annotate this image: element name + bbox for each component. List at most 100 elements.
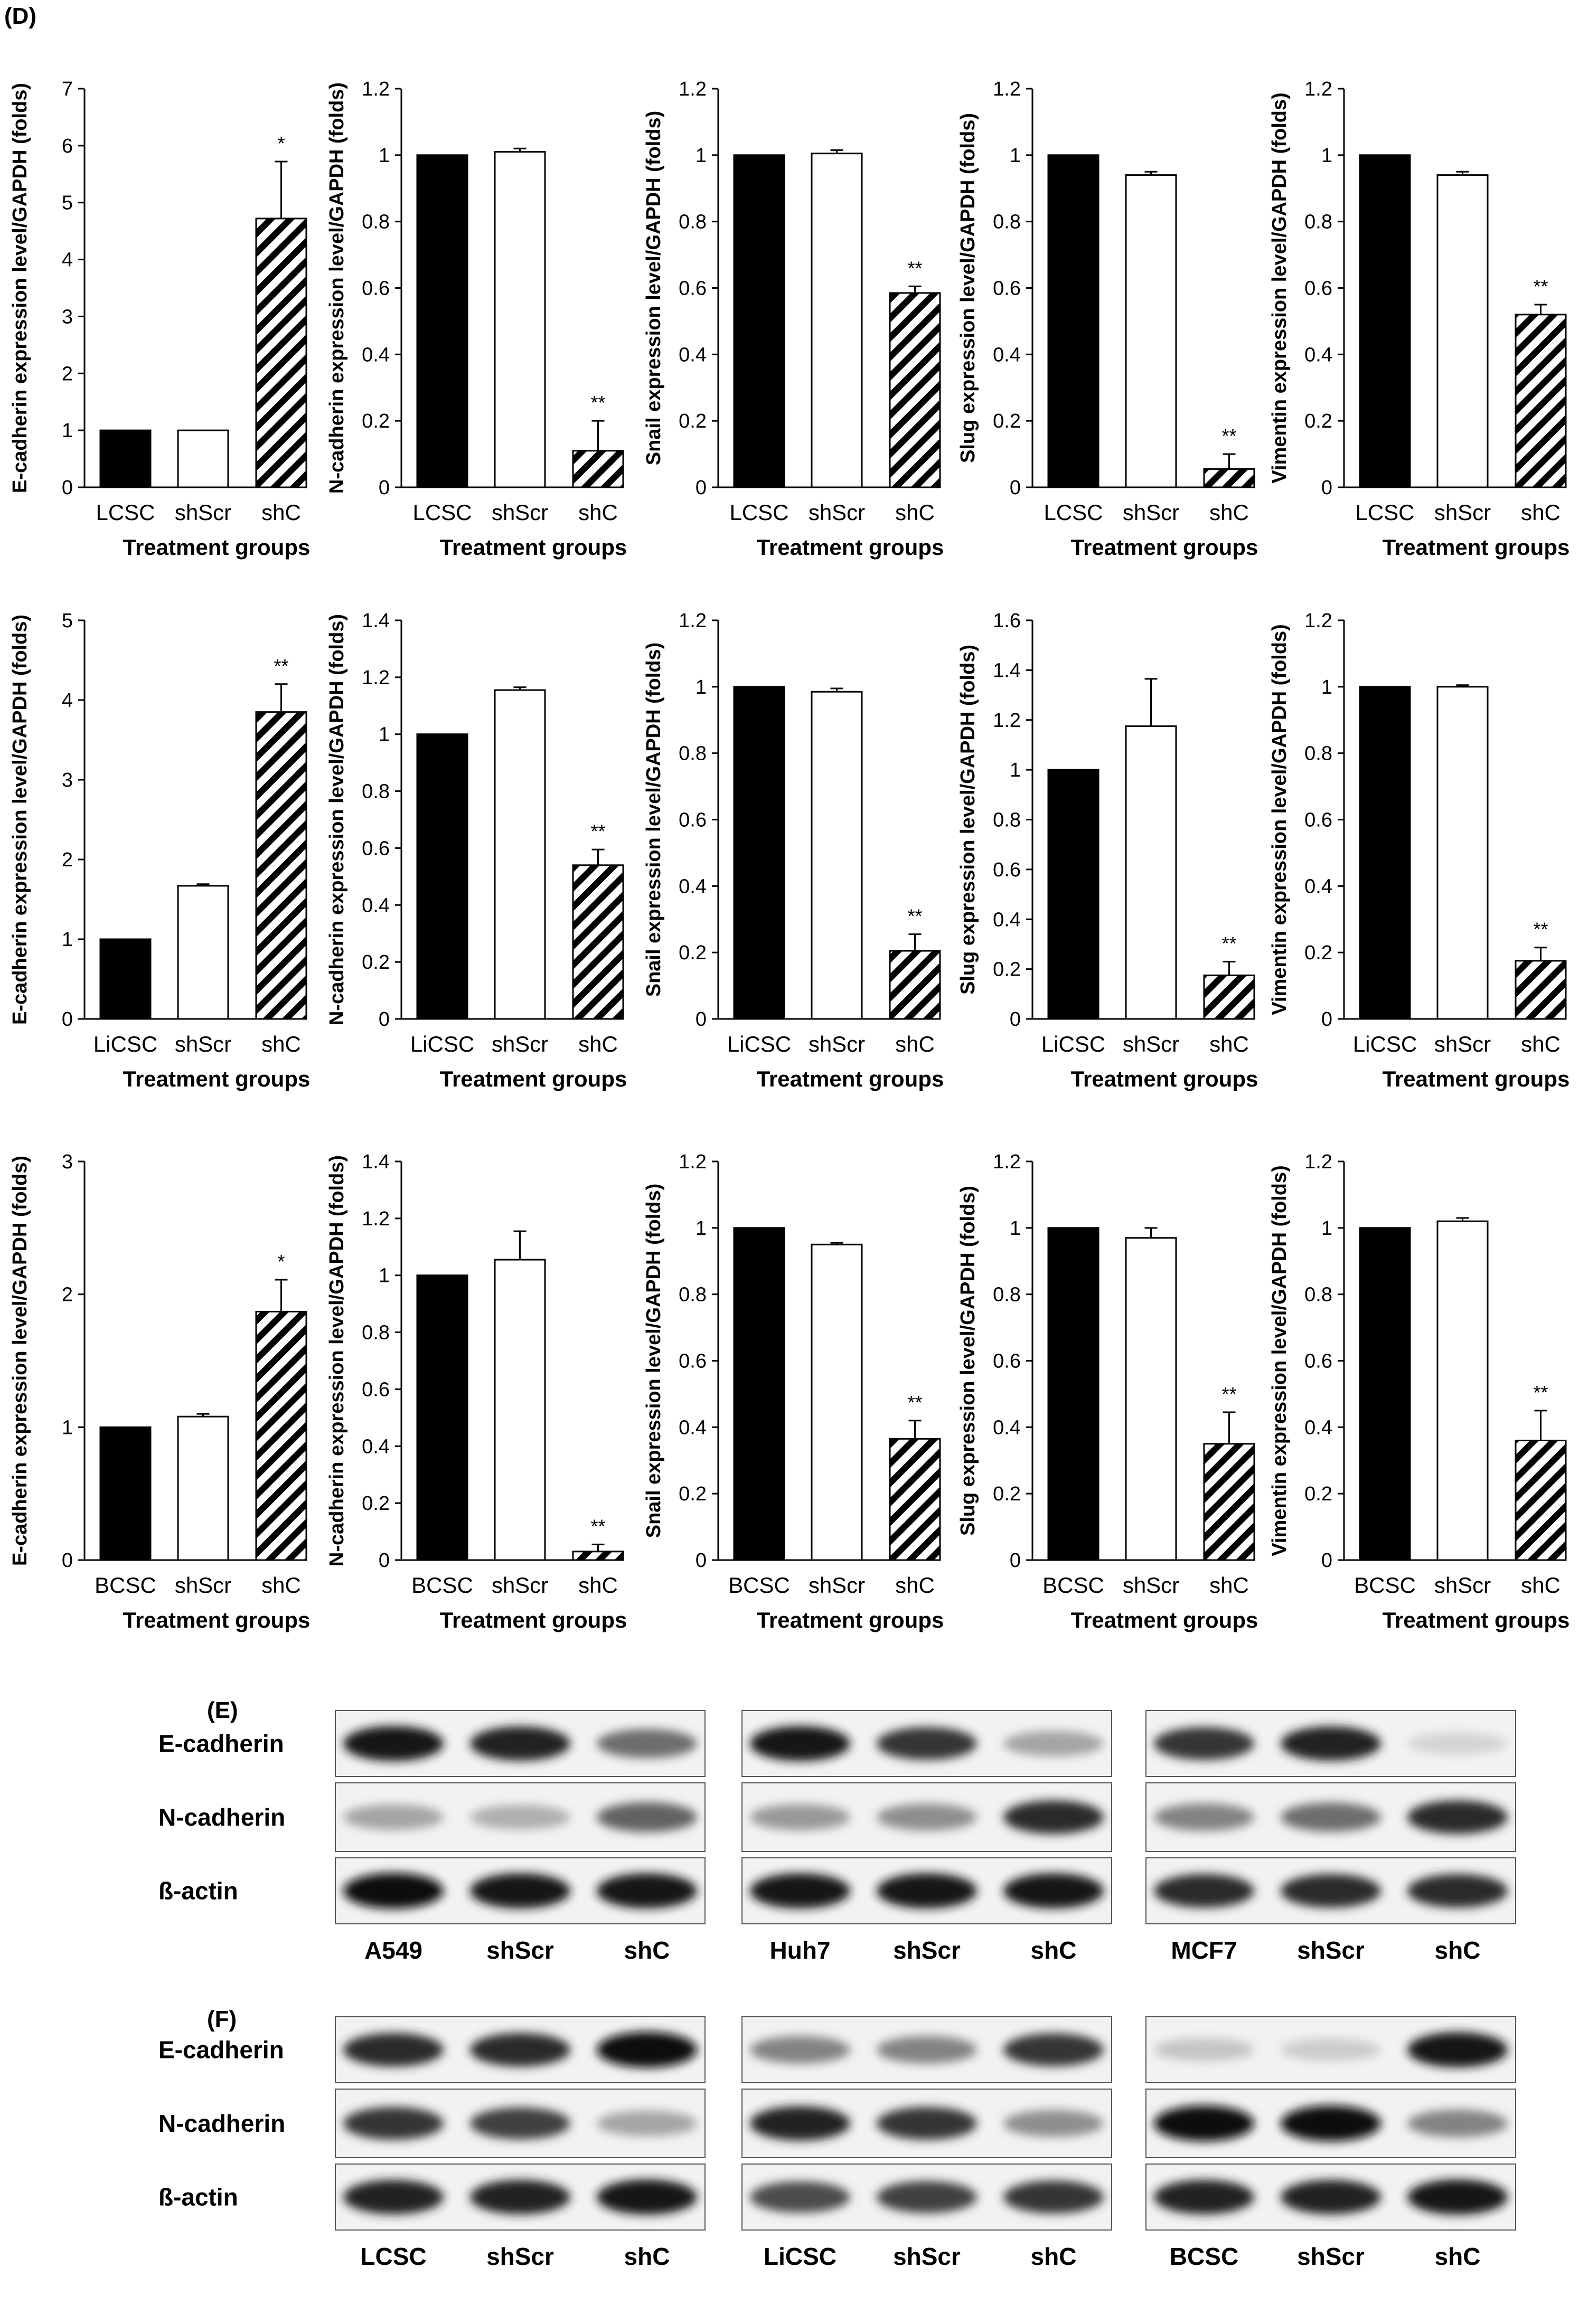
y-tick-label: 0.4: [993, 344, 1021, 366]
y-tick-label: 0.8: [1304, 211, 1332, 233]
x-axis-title: Treatment groups: [440, 1608, 627, 1632]
y-axis-title: Vimentin expression level/GAPDH (folds): [1268, 624, 1291, 1015]
y-tick-label: 1.4: [362, 610, 390, 632]
blot-row-label: N-cadherin: [158, 2110, 285, 2137]
blot-group-3: MCF7 shScr shC: [1145, 1710, 1516, 1964]
x-axis-title: Treatment groups: [440, 1066, 627, 1091]
blot-lane-label: shC: [1031, 2243, 1077, 2270]
category-label: shC: [1521, 1032, 1561, 1056]
category-label: LCSC: [1044, 500, 1103, 525]
bar-charts-grid: 0 1 2 3 4 5 6 7 LCSC shScr * shC Treatment groups E-c…: [9, 78, 1570, 1632]
bar-shscr: [177, 429, 229, 488]
bar-shscr: [811, 691, 863, 1020]
blot-band: [1281, 2179, 1381, 2215]
chart-1-1: 0 1 2 3 4 5 6 7 LCSC shScr * shC Treatment groups E-c…: [9, 78, 310, 560]
y-tick-label: 4: [62, 689, 73, 712]
blot-band: [1407, 2179, 1508, 2215]
blot-band: [343, 1873, 444, 1909]
bar-shscr: [494, 151, 546, 488]
chart-1-4: 0 0.2 0.4 0.6 0.8 1 1.2 LCSC shScr ** shC Treatment…: [957, 78, 1258, 560]
y-tick-label: 0: [695, 1008, 707, 1031]
chart-3-4: 0 0.2 0.4 0.6 0.8 1 1.2 BCSC shScr ** shC Treatment…: [957, 1151, 1258, 1632]
blot-band: [877, 2036, 977, 2064]
y-tick-label: 1: [695, 145, 707, 167]
y-tick-label: 0.4: [993, 1416, 1021, 1439]
category-label: shScr: [175, 500, 231, 525]
blot-band: [1407, 1874, 1508, 1908]
category-label: shScr: [1434, 500, 1491, 525]
bar-shscr: [1125, 174, 1177, 488]
y-tick-label: 0.2: [362, 410, 390, 432]
blot-band: [1154, 1727, 1254, 1760]
bar-shc: [572, 450, 624, 488]
y-tick-label: 0: [1321, 477, 1332, 499]
panel-e-label: (E): [207, 1697, 238, 1723]
y-tick-label: 1.2: [362, 78, 390, 100]
bar-shscr: [1125, 1237, 1177, 1561]
chart-3-2: 0 0.2 0.4 0.6 0.8 1 1.2 1.4 BCSC shScr ** shC Treatm…: [326, 1151, 627, 1632]
y-tick-label: 0.2: [679, 942, 707, 964]
category-label: shScr: [175, 1573, 231, 1598]
bar-licsc: [1359, 686, 1411, 1020]
category-label: shScr: [1434, 1032, 1491, 1056]
blot-band: [343, 1726, 444, 1761]
y-tick-label: 1: [1321, 676, 1332, 698]
blot-band: [597, 2110, 697, 2137]
y-tick-label: 0: [1010, 1550, 1021, 1572]
significance-marker: **: [590, 1515, 605, 1537]
blot-lane-label: LiCSC: [764, 2243, 837, 2270]
bar-shc: [1203, 974, 1255, 1020]
y-axis-title: Vimentin expression level/GAPDH (folds): [1268, 92, 1291, 483]
blot-band: [1154, 2105, 1254, 2141]
x-axis-title: Treatment groups: [1071, 535, 1258, 560]
y-tick-label: 0: [62, 1008, 73, 1031]
y-tick-label: 0: [379, 477, 390, 499]
bar-licsc: [99, 938, 152, 1020]
blot-band: [877, 2181, 977, 2213]
y-tick-label: 0.4: [1304, 344, 1332, 366]
blot-band: [750, 1873, 850, 1909]
y-tick-label: 0.6: [362, 278, 390, 300]
significance-marker: **: [1221, 932, 1236, 954]
y-tick-label: 5: [62, 610, 73, 632]
category-label: shScr: [809, 1032, 865, 1056]
x-axis-title: Treatment groups: [123, 535, 311, 560]
x-axis-title: Treatment groups: [1383, 535, 1570, 560]
y-tick-label: 1.6: [993, 610, 1021, 632]
blot-lane-label: BCSC: [1170, 2243, 1238, 2270]
y-tick-label: 2: [62, 1284, 73, 1306]
x-axis-title: Treatment groups: [123, 1066, 311, 1091]
blot-band: [343, 2033, 444, 2067]
blot-lane-label: shScr: [486, 1936, 554, 1964]
blot-band: [1154, 1874, 1254, 1908]
y-tick-label: 0: [1321, 1550, 1332, 1572]
y-tick-label: 0: [695, 477, 707, 499]
y-tick-label: 1: [379, 724, 390, 746]
y-axis-title: N-cadherin expression level/GAPDH (folds…: [326, 614, 348, 1025]
category-label: BCSC: [411, 1573, 473, 1598]
blot-band: [1003, 2110, 1104, 2137]
category-label: shScr: [175, 1032, 231, 1056]
bar-bcsc: [1047, 1227, 1099, 1561]
category-label: LiCSC: [1041, 1032, 1105, 1056]
blot-lane-label: shC: [1435, 1936, 1481, 1964]
category-label: BCSC: [1354, 1573, 1416, 1598]
y-tick-label: 0.4: [679, 875, 707, 898]
category-label: LiCSC: [93, 1032, 157, 1056]
y-tick-label: 0.6: [1304, 1350, 1332, 1373]
bar-shc: [255, 1310, 307, 1561]
y-tick-label: 0.2: [1304, 942, 1332, 964]
category-label: shScr: [492, 1573, 548, 1598]
bar-shscr: [494, 689, 546, 1020]
bar-bcsc: [1359, 1227, 1411, 1561]
category-label: LCSC: [96, 500, 155, 525]
y-tick-label: 0.4: [362, 344, 390, 366]
bar-shc: [889, 950, 941, 1020]
blot-band: [1003, 1800, 1104, 1834]
significance-marker: **: [590, 820, 605, 842]
y-tick-label: 1.4: [362, 1151, 390, 1173]
significance-marker: *: [277, 133, 285, 154]
category-label: LCSC: [1355, 500, 1414, 525]
bar-licsc: [1047, 769, 1099, 1020]
